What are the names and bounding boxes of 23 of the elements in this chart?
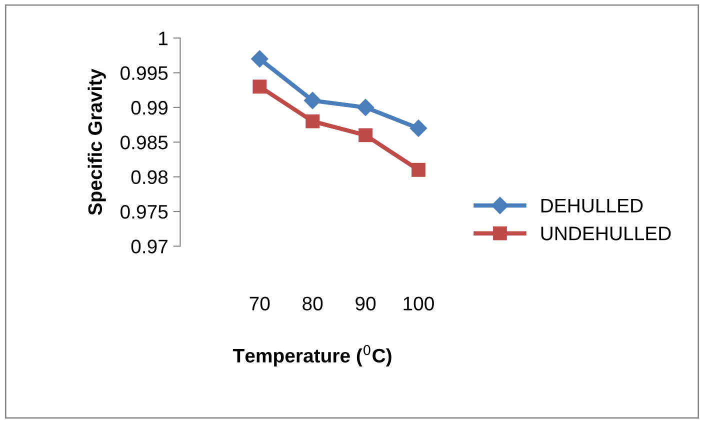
legend-label: DEHULLED bbox=[541, 198, 643, 213]
point bbox=[358, 128, 372, 142]
x-tick-label: 80 bbox=[302, 296, 323, 310]
point bbox=[252, 80, 267, 94]
y-tick-label: 0.995 bbox=[120, 66, 168, 80]
x-axis-title: Temperature ($^{0}$C) bbox=[232, 344, 392, 366]
y-tick-label: 0.98 bbox=[131, 170, 168, 184]
x-tick-label: 70 bbox=[250, 296, 270, 310]
point bbox=[356, 98, 374, 116]
y-tick-label: 0.99 bbox=[131, 100, 168, 115]
point bbox=[410, 120, 428, 137]
point bbox=[251, 50, 268, 68]
y-tick-label: 0.97 bbox=[131, 240, 168, 254]
legend-label: UNDEHULLED bbox=[541, 226, 671, 240]
point bbox=[412, 162, 426, 177]
x-tick-label: 90 bbox=[356, 296, 376, 310]
point bbox=[304, 92, 322, 110]
y-tick-label: 0.985 bbox=[120, 136, 168, 150]
y-tick-label: 0.975 bbox=[120, 204, 168, 219]
point bbox=[306, 114, 320, 128]
y-axis-title: Specific Gravity bbox=[88, 68, 106, 216]
x-tick-label: 100 bbox=[404, 296, 434, 310]
y-tick-label: 1 bbox=[159, 32, 168, 46]
